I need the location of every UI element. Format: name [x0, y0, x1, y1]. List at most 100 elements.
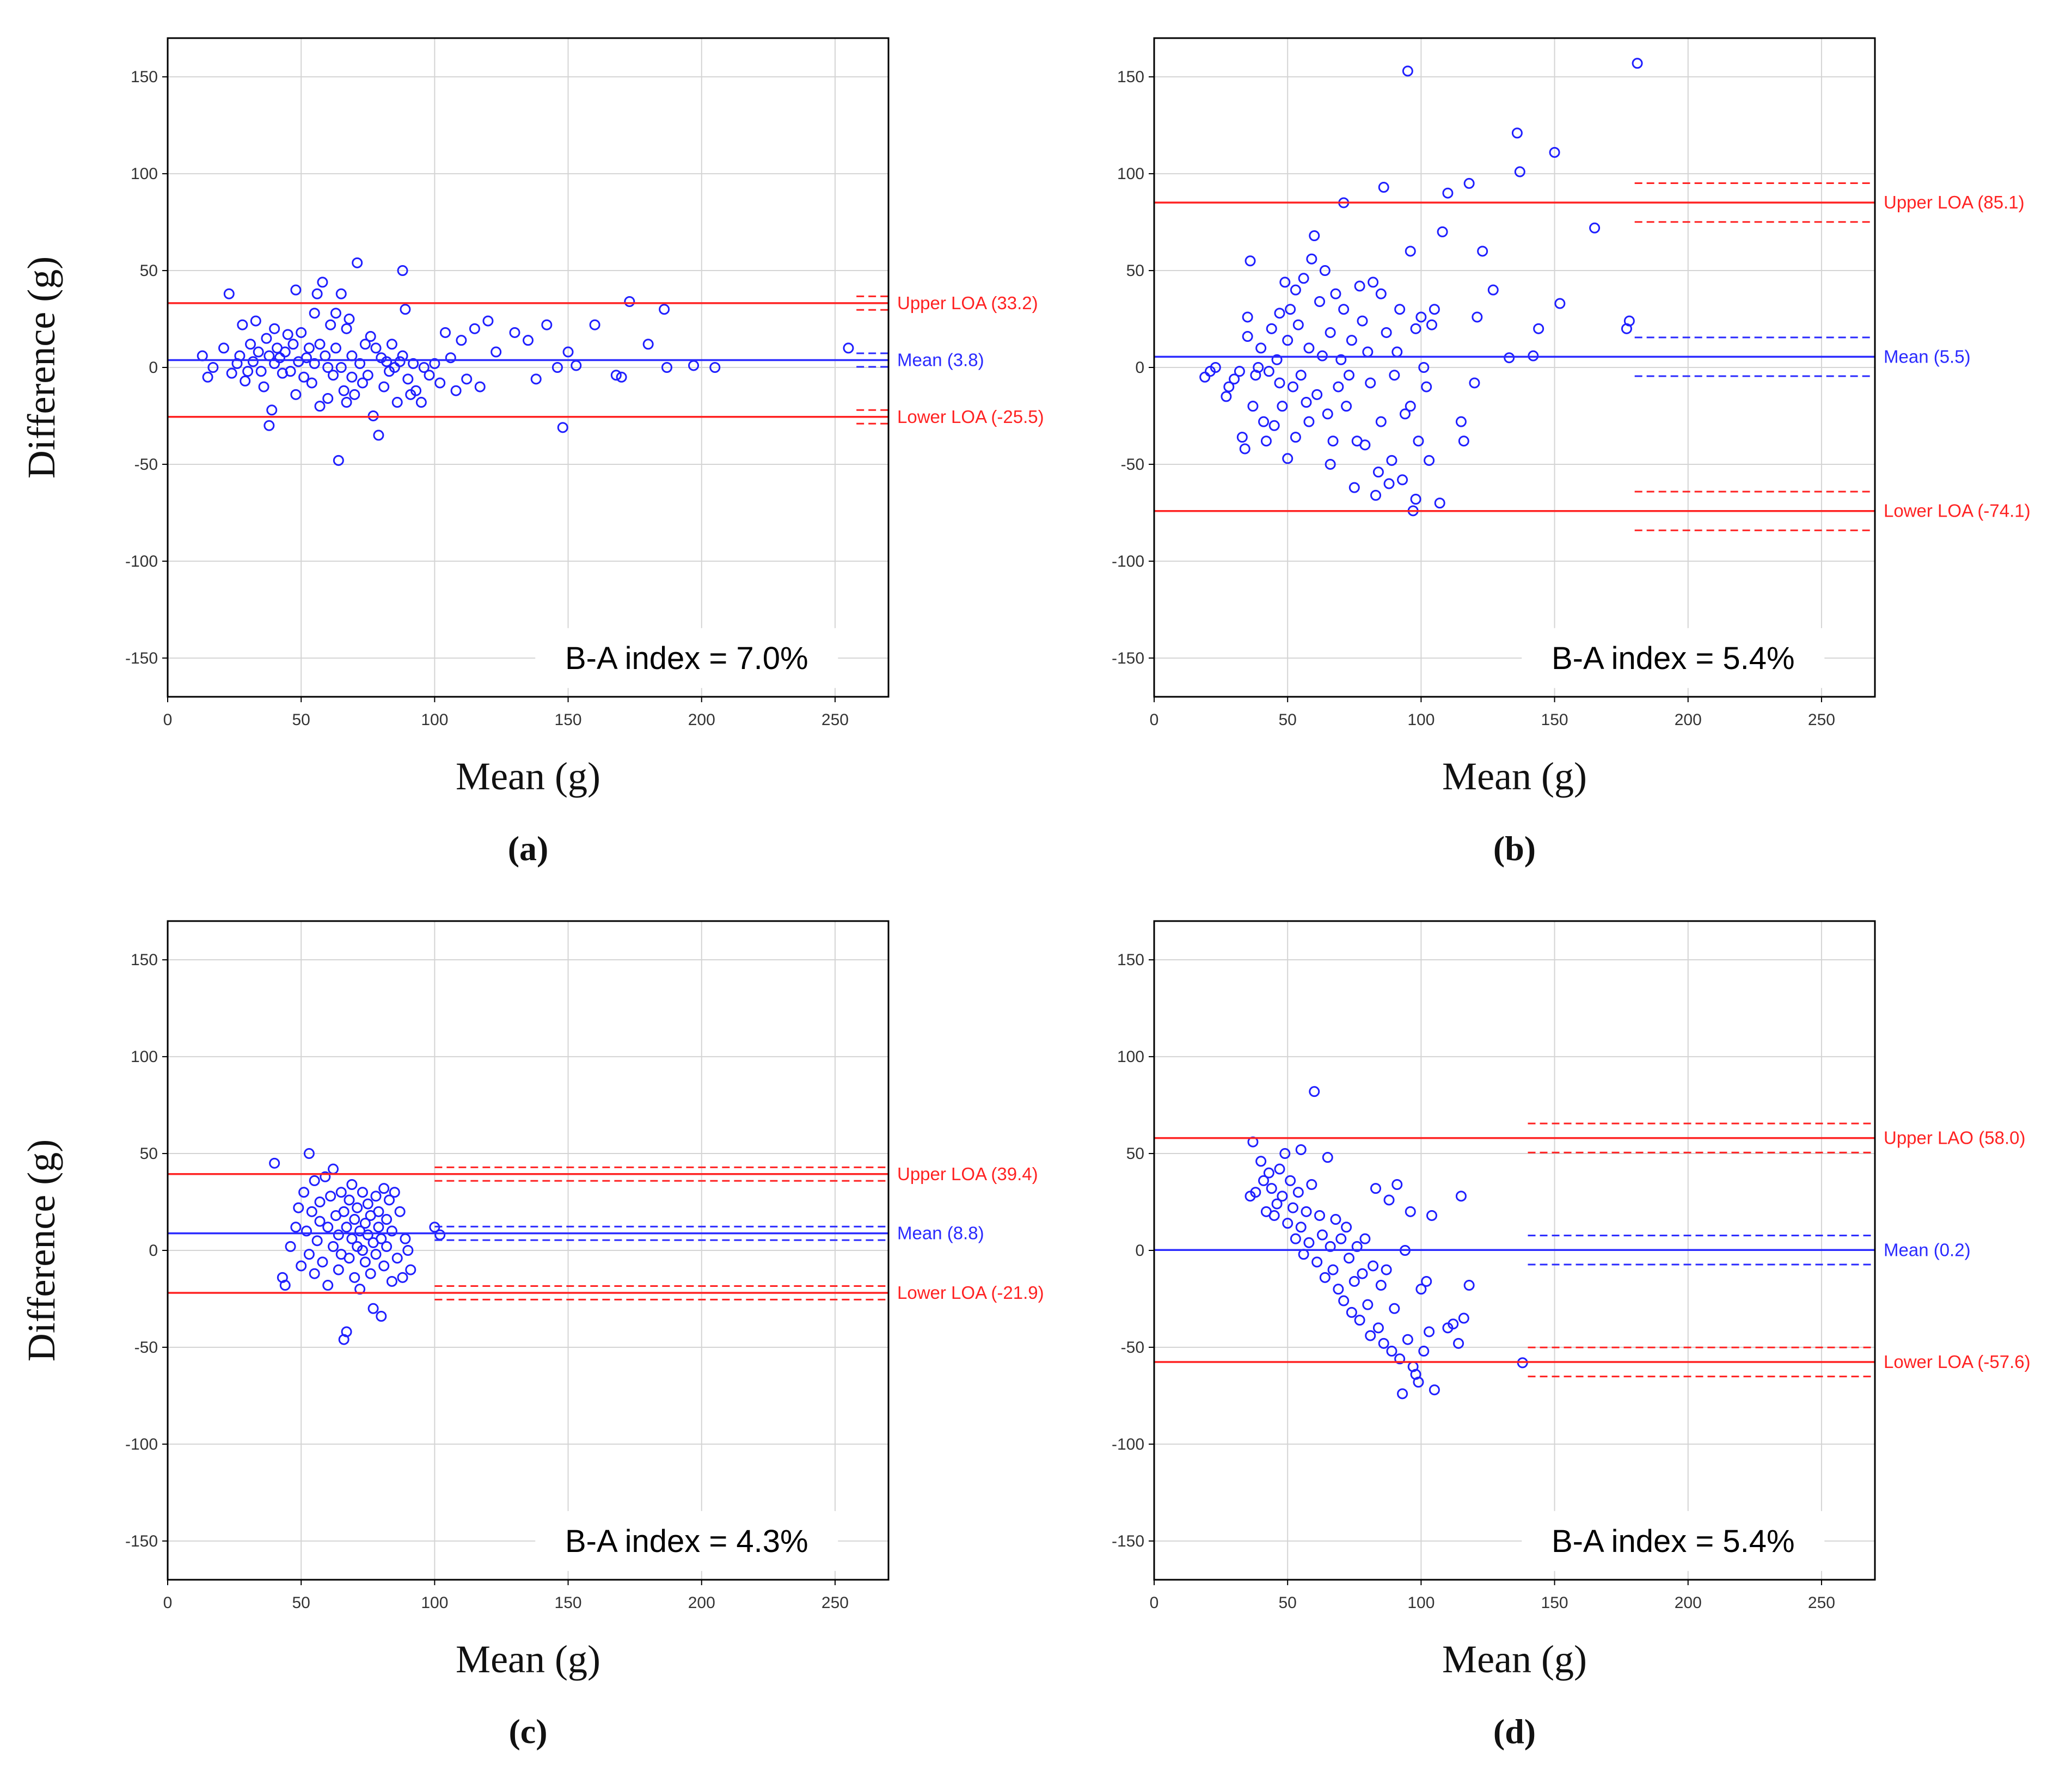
x-tick-label: 100	[1407, 711, 1435, 729]
data-point	[1463, 177, 1475, 189]
data-point	[333, 455, 344, 466]
panel-caption: (b)	[1493, 829, 1536, 868]
data-point	[391, 1253, 403, 1264]
data-point	[402, 1245, 414, 1256]
data-point	[1415, 1284, 1427, 1295]
x-tick-label: 150	[555, 1594, 582, 1612]
data-point	[1301, 397, 1312, 408]
data-point	[1405, 1206, 1416, 1217]
data-point	[317, 277, 328, 288]
data-point	[1327, 1264, 1339, 1275]
data-point	[1258, 416, 1270, 427]
data-point	[381, 356, 393, 367]
y-tick-label: 100	[1117, 165, 1144, 183]
data-point	[341, 1326, 352, 1337]
data-point	[362, 1229, 373, 1241]
x-tick-label: 250	[1808, 1594, 1835, 1612]
data-point	[362, 1198, 373, 1210]
data-point	[1343, 370, 1354, 381]
data-point	[1335, 354, 1347, 365]
data-point	[1271, 354, 1283, 365]
data-point	[1255, 1156, 1267, 1167]
data-point	[394, 356, 406, 367]
data-point	[1295, 370, 1307, 381]
y-tick-label: 100	[131, 165, 158, 183]
data-point	[1343, 1253, 1354, 1264]
data-point	[1298, 273, 1309, 284]
data-point	[365, 1268, 376, 1279]
y-tick-label: -100	[125, 553, 158, 570]
data-point	[309, 308, 320, 319]
x-tick-label: 100	[421, 711, 448, 729]
data-point	[1389, 1303, 1400, 1314]
data-point	[328, 370, 339, 381]
data-point	[1426, 319, 1437, 330]
ba-index-annotation: B-A index = 5.4%	[1552, 641, 1795, 676]
data-point	[333, 1264, 344, 1275]
data-point	[1330, 288, 1341, 299]
data-point	[1394, 1353, 1406, 1365]
data-point	[445, 352, 456, 364]
data-point	[1413, 1377, 1424, 1388]
y-tick-label: -150	[1112, 649, 1144, 667]
x-tick-label: 200	[1675, 1594, 1702, 1612]
x-tick-label: 0	[1150, 1594, 1159, 1612]
data-point	[589, 319, 600, 330]
data-point	[1394, 304, 1406, 315]
data-point	[346, 371, 358, 383]
y-axis-title: Difference (g)	[20, 256, 63, 478]
data-point	[1325, 458, 1336, 470]
data-point	[1346, 335, 1357, 346]
y-tick-label: -50	[1121, 456, 1144, 474]
data-point	[1375, 288, 1387, 299]
data-point	[1359, 1233, 1371, 1244]
data-point	[624, 296, 635, 307]
data-point	[296, 1260, 307, 1272]
data-point	[1290, 1233, 1301, 1244]
data-point	[1378, 1337, 1389, 1349]
data-point	[1263, 1167, 1274, 1179]
data-point	[1357, 315, 1368, 327]
data-point	[330, 308, 341, 319]
data-point	[378, 381, 390, 392]
x-tick-label: 150	[1541, 1594, 1568, 1612]
data-point	[1290, 284, 1301, 296]
data-point	[330, 342, 341, 354]
lower-label: Lower LOA (-57.6)	[1884, 1352, 2031, 1372]
chart-panel-b: Upper LOA (85.1) Mean (5.5) Lower LOA (-74…	[1112, 37, 2031, 868]
data-point	[1279, 1148, 1291, 1159]
data-point	[359, 1256, 371, 1268]
x-tick-label: 100	[1407, 1594, 1435, 1612]
data-point	[1511, 127, 1523, 139]
data-point	[1327, 435, 1339, 447]
data-point	[303, 1249, 315, 1260]
y-tick-label: 50	[140, 262, 158, 280]
data-point	[386, 1225, 397, 1237]
data-point	[1346, 1306, 1357, 1318]
data-point	[1292, 319, 1304, 330]
data-point	[314, 1197, 326, 1208]
data-point	[381, 1241, 393, 1252]
data-point	[290, 1222, 302, 1233]
data-point	[1319, 1272, 1331, 1283]
data-point	[1554, 298, 1566, 309]
data-point	[1268, 1210, 1280, 1221]
data-point	[1221, 391, 1232, 402]
data-point	[314, 401, 326, 412]
data-point	[1623, 315, 1635, 327]
data-point	[245, 339, 256, 350]
data-point	[1402, 65, 1413, 77]
data-point	[1322, 408, 1333, 420]
mean-label: Mean (3.8)	[897, 349, 984, 370]
data-point	[1333, 381, 1344, 392]
data-point	[261, 333, 272, 344]
data-point	[1381, 327, 1392, 338]
data-point	[296, 327, 307, 338]
data-point	[661, 362, 672, 373]
data-point	[207, 362, 219, 373]
data-point	[1277, 401, 1288, 412]
data-point	[461, 373, 473, 385]
data-point	[376, 1311, 387, 1322]
data-point	[450, 385, 462, 396]
data-point	[523, 335, 534, 346]
